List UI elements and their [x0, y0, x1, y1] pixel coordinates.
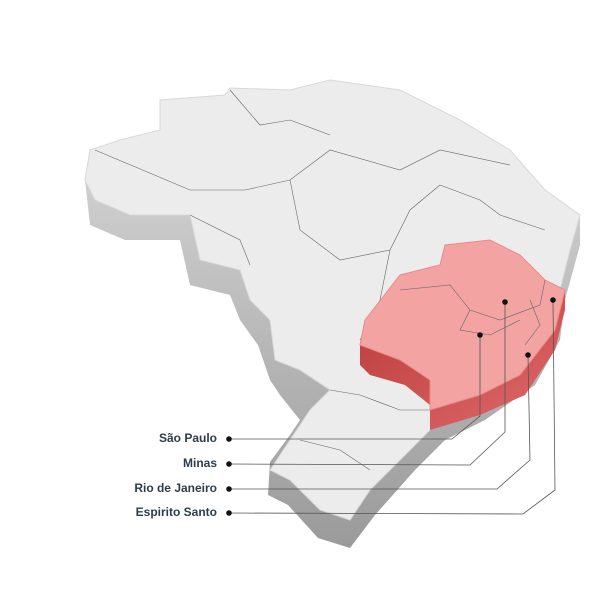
- leader-lines: [228, 299, 556, 515]
- highlight-side: [360, 290, 565, 430]
- region-label: Espirito Santo: [136, 505, 217, 519]
- region-label: Rio de Janeiro: [134, 481, 217, 495]
- region-label: Minas: [183, 456, 217, 470]
- map-side: [85, 180, 580, 548]
- pins: [226, 297, 556, 516]
- region-label: São Paulo: [159, 431, 217, 445]
- state-borders: [94, 89, 546, 471]
